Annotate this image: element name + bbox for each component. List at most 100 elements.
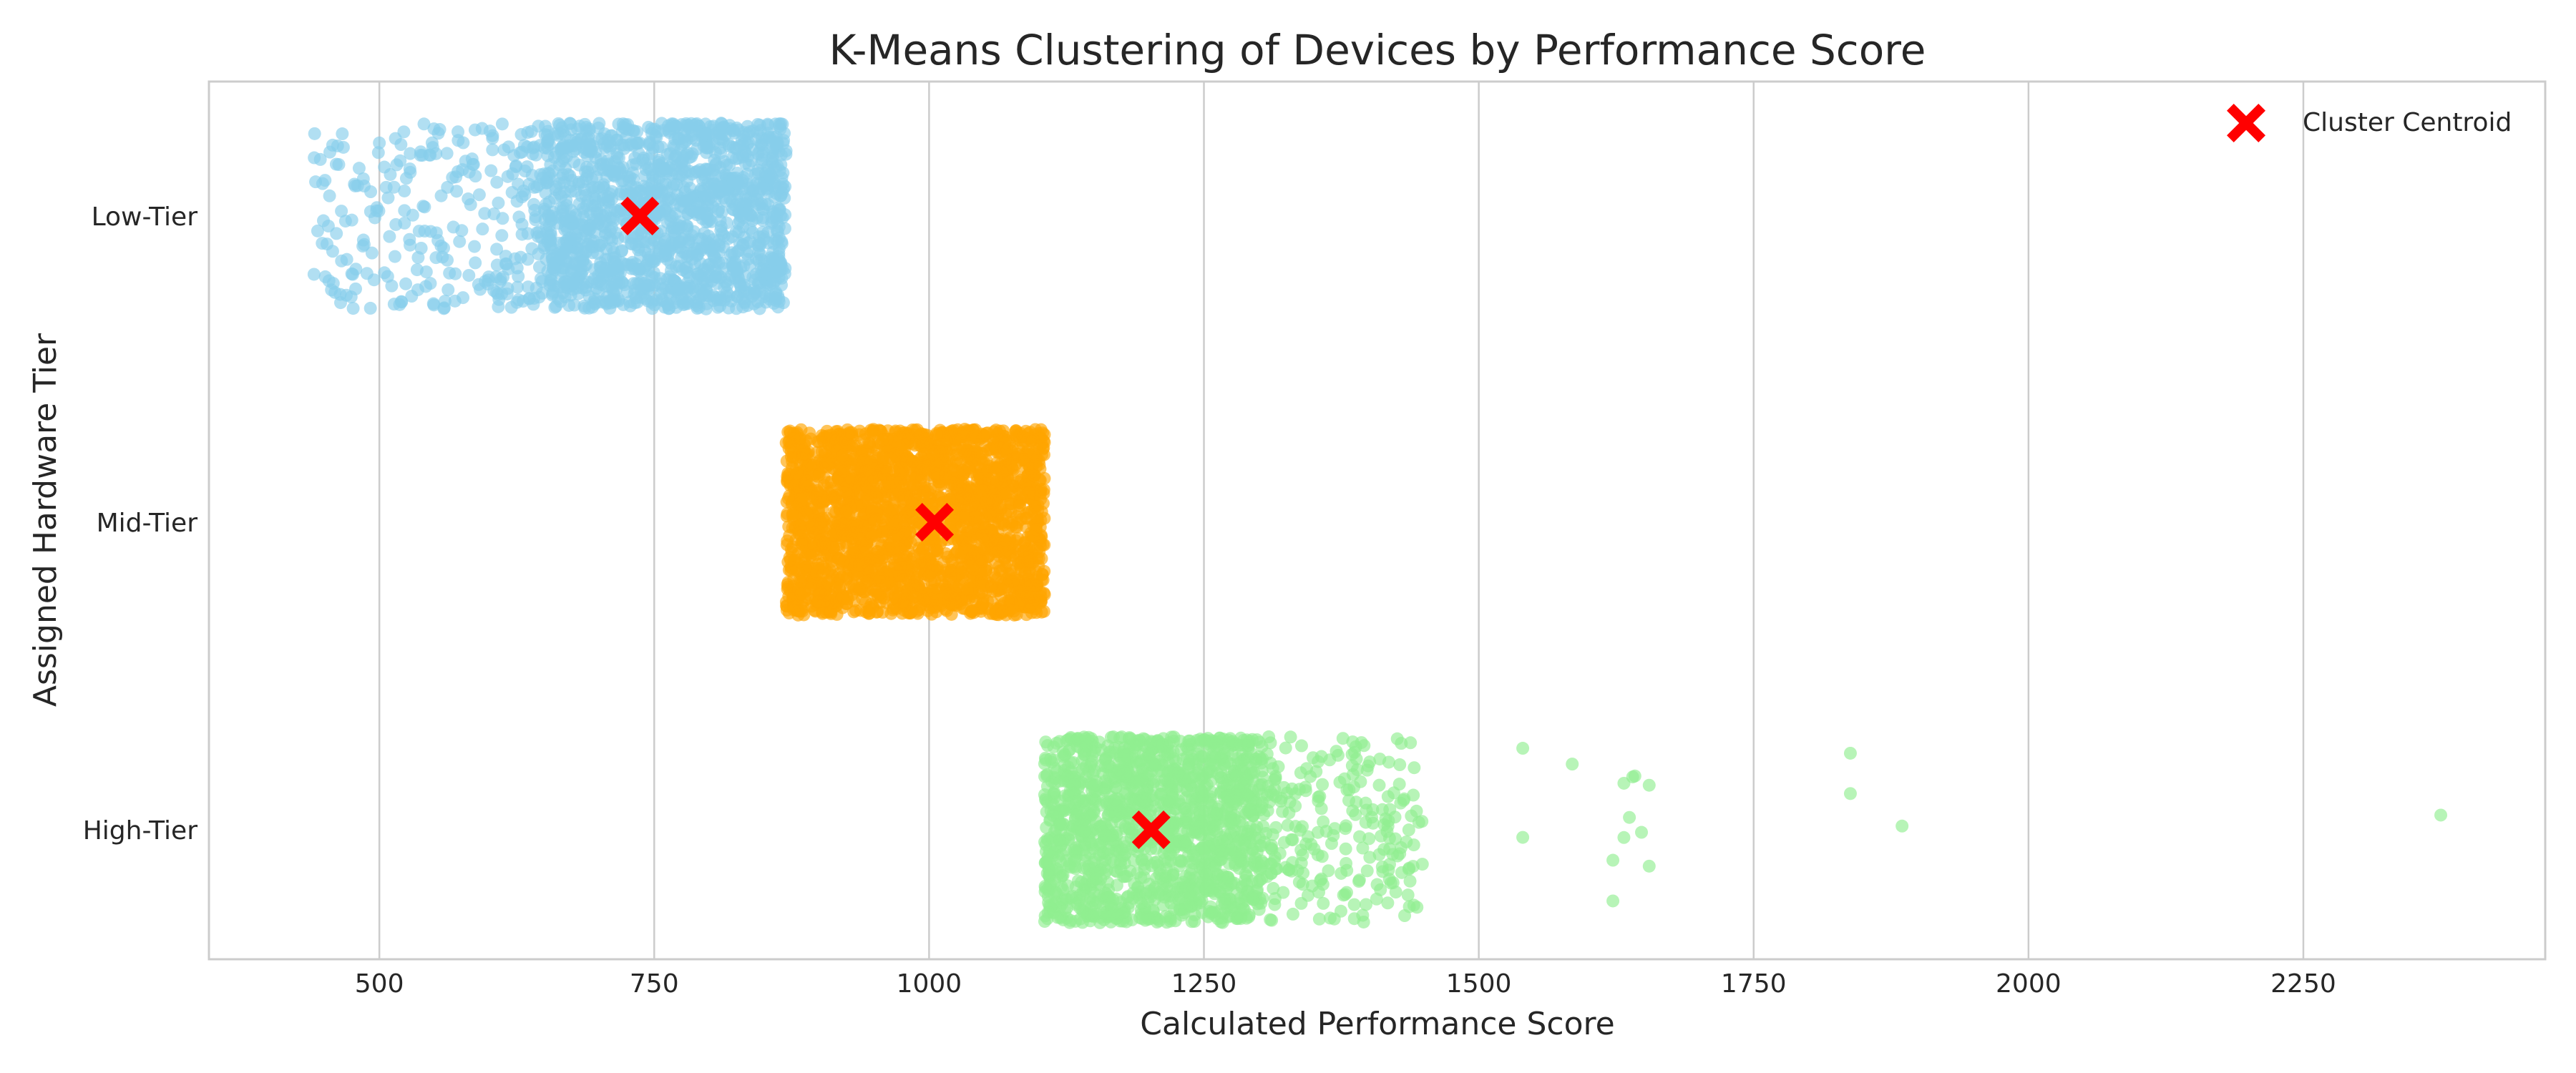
data-point — [930, 605, 943, 619]
data-point — [336, 127, 349, 141]
data-point — [360, 267, 374, 280]
data-point — [596, 219, 610, 232]
data-point — [1038, 511, 1051, 525]
data-point — [818, 430, 831, 444]
data-point — [986, 584, 1000, 598]
data-point — [1005, 549, 1019, 562]
data-point — [357, 180, 371, 193]
data-point — [625, 187, 638, 200]
data-point — [309, 175, 323, 189]
data-point — [577, 210, 590, 224]
data-point — [490, 258, 504, 272]
data-point — [364, 205, 377, 218]
data-point — [751, 192, 764, 206]
data-point — [554, 127, 567, 141]
data-point — [960, 484, 973, 497]
data-point — [794, 492, 808, 506]
data-point — [532, 248, 545, 261]
data-point — [486, 129, 499, 142]
chart-title: K-Means Clustering of Devices by Perform… — [829, 26, 1926, 74]
data-point — [589, 151, 602, 165]
data-point — [672, 235, 686, 249]
data-point — [561, 223, 575, 237]
data-point — [545, 212, 559, 226]
data-point — [308, 127, 321, 140]
data-point — [630, 136, 643, 150]
data-point — [490, 175, 504, 189]
data-point — [611, 232, 625, 245]
data-point — [467, 157, 480, 171]
data-point — [532, 260, 546, 274]
data-point — [497, 143, 511, 157]
data-point — [323, 189, 336, 202]
data-point — [326, 277, 340, 290]
data-point — [918, 587, 932, 600]
data-point — [826, 541, 840, 554]
data-point — [901, 505, 914, 519]
data-point — [660, 147, 674, 161]
data-point — [670, 292, 684, 305]
data-point — [853, 558, 867, 572]
data-point — [462, 192, 475, 206]
data-point — [658, 204, 672, 217]
data-point — [521, 253, 535, 266]
data-point — [449, 267, 462, 280]
data-point — [510, 195, 524, 208]
data-point — [726, 124, 740, 138]
data-point — [630, 125, 644, 139]
data-point — [667, 225, 680, 239]
data-point — [804, 508, 817, 521]
data-point — [820, 511, 834, 525]
data-point — [691, 249, 704, 263]
data-point — [791, 604, 805, 618]
data-point — [438, 294, 452, 308]
data-point — [495, 117, 509, 131]
data-point — [1007, 604, 1020, 618]
data-point — [469, 256, 482, 270]
data-point — [769, 291, 782, 305]
data-point — [411, 250, 425, 264]
data-point — [1035, 573, 1048, 587]
data-point — [462, 268, 476, 282]
data-point — [955, 566, 969, 579]
data-point — [590, 170, 603, 184]
data-point — [610, 275, 623, 289]
data-point — [756, 149, 769, 162]
data-point — [605, 241, 619, 255]
data-point — [447, 220, 460, 234]
data-point — [500, 287, 514, 300]
data-point — [900, 557, 914, 570]
data-point — [394, 154, 407, 167]
data-point — [746, 214, 759, 227]
data-point — [318, 174, 332, 187]
data-point — [859, 464, 873, 478]
data-point — [346, 302, 360, 315]
data-point — [511, 280, 525, 294]
data-point — [704, 244, 718, 258]
data-point — [630, 295, 644, 309]
data-point — [992, 500, 1006, 514]
data-point — [345, 267, 358, 280]
data-point — [977, 542, 991, 556]
data-point — [884, 607, 898, 620]
data-point — [692, 300, 706, 314]
data-point — [564, 288, 577, 302]
data-point — [766, 205, 779, 218]
data-point — [937, 592, 951, 605]
data-point — [691, 267, 704, 280]
data-point — [557, 176, 571, 190]
data-point — [726, 140, 740, 154]
data-point — [567, 298, 581, 312]
data-point — [748, 286, 761, 300]
data-point — [894, 466, 907, 479]
data-point — [796, 444, 809, 458]
data-point — [879, 452, 892, 466]
data-point — [618, 258, 631, 271]
data-point — [330, 227, 343, 240]
data-point — [847, 542, 860, 556]
data-point — [419, 265, 433, 279]
data-point — [961, 461, 975, 474]
data-point — [371, 146, 385, 160]
data-point — [743, 235, 757, 248]
